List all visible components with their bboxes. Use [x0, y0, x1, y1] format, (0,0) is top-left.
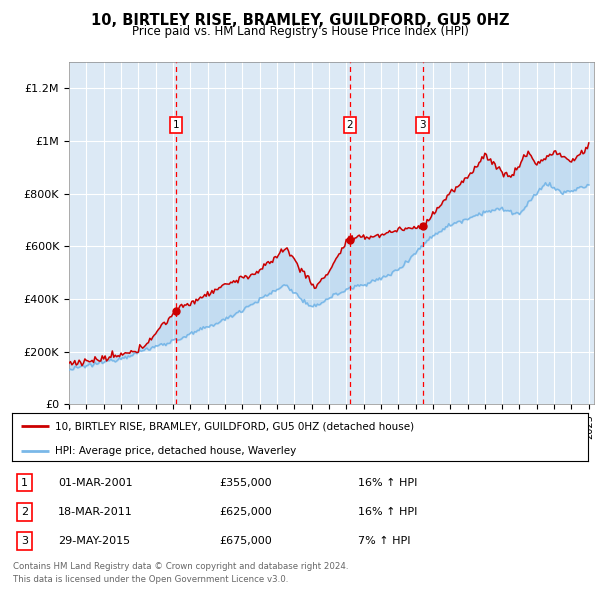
Text: 3: 3	[21, 536, 28, 546]
Text: 2: 2	[21, 507, 28, 517]
Text: 2: 2	[347, 120, 353, 130]
Text: 16% ↑ HPI: 16% ↑ HPI	[358, 507, 417, 517]
Text: 18-MAR-2011: 18-MAR-2011	[58, 507, 133, 517]
Text: 01-MAR-2001: 01-MAR-2001	[58, 477, 133, 487]
Text: Contains HM Land Registry data © Crown copyright and database right 2024.: Contains HM Land Registry data © Crown c…	[13, 562, 349, 571]
Text: 1: 1	[21, 477, 28, 487]
Text: £625,000: £625,000	[220, 507, 272, 517]
Text: 10, BIRTLEY RISE, BRAMLEY, GUILDFORD, GU5 0HZ: 10, BIRTLEY RISE, BRAMLEY, GUILDFORD, GU…	[91, 13, 509, 28]
Text: 3: 3	[419, 120, 426, 130]
Text: 29-MAY-2015: 29-MAY-2015	[58, 536, 130, 546]
Text: £355,000: £355,000	[220, 477, 272, 487]
Text: 1: 1	[173, 120, 179, 130]
Text: 16% ↑ HPI: 16% ↑ HPI	[358, 477, 417, 487]
Text: £675,000: £675,000	[220, 536, 272, 546]
Text: 10, BIRTLEY RISE, BRAMLEY, GUILDFORD, GU5 0HZ (detached house): 10, BIRTLEY RISE, BRAMLEY, GUILDFORD, GU…	[55, 421, 415, 431]
Text: 7% ↑ HPI: 7% ↑ HPI	[358, 536, 410, 546]
Text: Price paid vs. HM Land Registry's House Price Index (HPI): Price paid vs. HM Land Registry's House …	[131, 25, 469, 38]
Text: This data is licensed under the Open Government Licence v3.0.: This data is licensed under the Open Gov…	[13, 575, 289, 584]
Text: HPI: Average price, detached house, Waverley: HPI: Average price, detached house, Wave…	[55, 445, 296, 455]
